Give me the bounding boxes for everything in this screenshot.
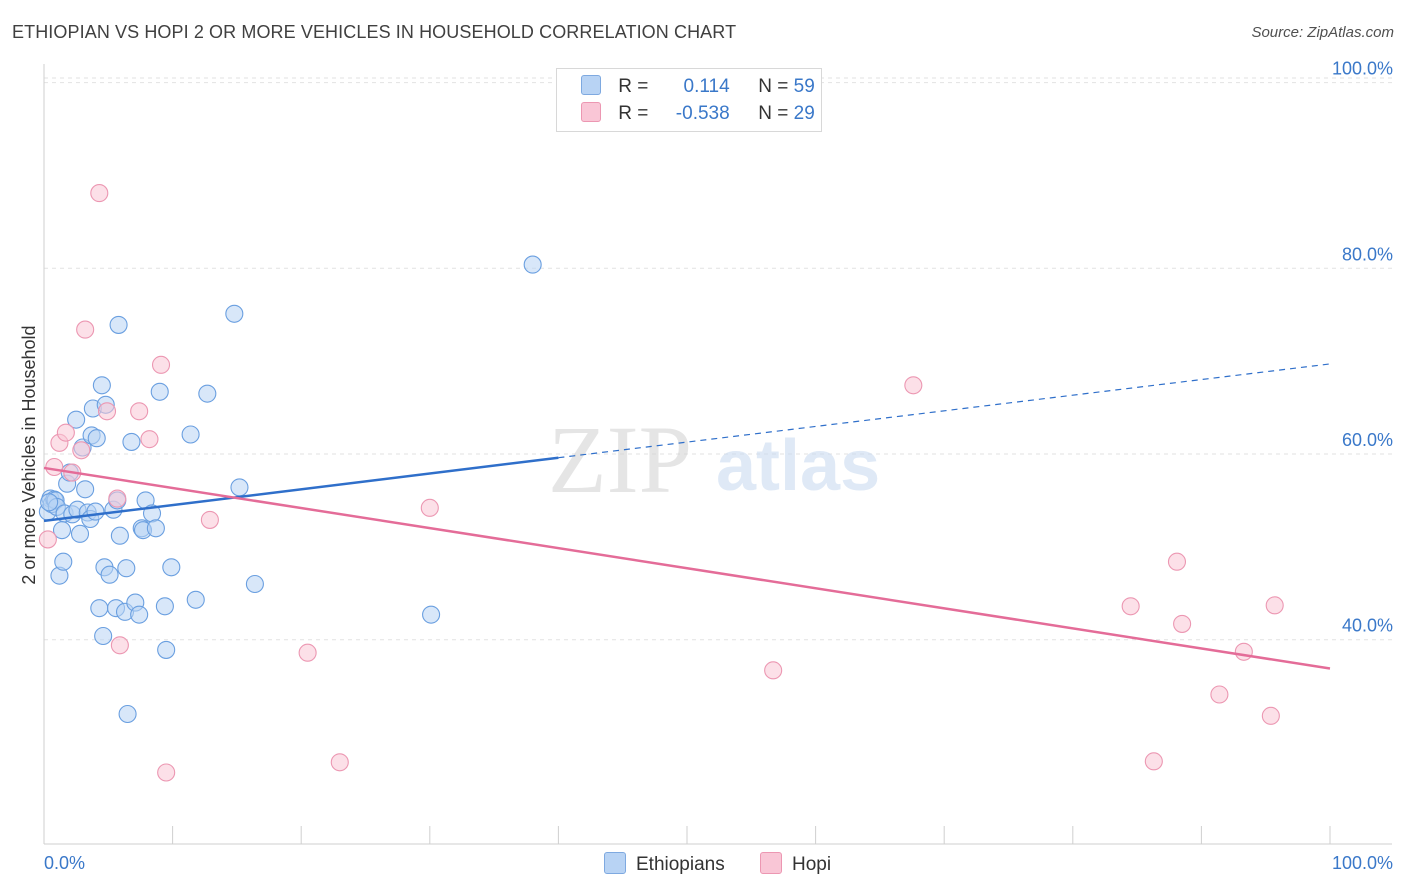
hopi-point <box>1121 597 1140 616</box>
y-tick-label: 100.0% <box>1332 59 1393 79</box>
labels-layer: 40.0% 60.0% 80.0% 100.0% 0.0% 100.0% 2 or more… <box>19 59 1393 873</box>
ethiopian-point <box>76 480 95 499</box>
hopi-point <box>56 423 75 442</box>
ethiopian-point <box>67 410 86 429</box>
hopi-point <box>140 430 159 449</box>
hopi-point <box>38 530 57 549</box>
grid-layer <box>44 77 1392 641</box>
legend-r-value: 0.114 <box>683 76 730 97</box>
y-tick-label: 80.0% <box>1342 244 1393 264</box>
x-tick-label: 0.0% <box>44 853 85 873</box>
legend-n-label: N = <box>758 76 789 97</box>
legend-row-ethiopians: R = 0.114 N = 59 <box>581 75 815 98</box>
ethiopian-point <box>130 605 149 624</box>
hopi-point <box>420 498 439 517</box>
ethiopians-legend-swatch <box>604 852 626 874</box>
hopi-point <box>130 402 149 421</box>
ethiopian-trendline <box>43 456 559 523</box>
ethiopian-point <box>70 524 90 543</box>
hopi-point <box>904 376 923 395</box>
ethiopian-point <box>422 605 441 624</box>
hopi-point <box>1210 685 1229 704</box>
hopi-point <box>298 643 317 662</box>
legend-n-value: 59 <box>793 76 815 97</box>
y-tick-label: 40.0% <box>1342 616 1393 636</box>
hopi-trendline <box>43 466 1331 670</box>
ethiopian-point <box>157 640 176 659</box>
watermark-zip: ZIP <box>548 406 692 513</box>
ethiopian-point <box>117 559 136 578</box>
hopi-point <box>76 320 95 339</box>
ethiopian-point <box>150 382 169 401</box>
y-tick-label: 60.0% <box>1342 430 1393 450</box>
ethiopians-legend-label: Ethiopians <box>636 854 725 875</box>
hopi-point <box>108 489 127 508</box>
ethiopian-point <box>40 493 59 512</box>
ethiopian-point <box>118 704 137 724</box>
ethiopian-point <box>186 590 205 609</box>
hopi-point <box>151 355 171 374</box>
hopi-legend-label: Hopi <box>792 854 832 875</box>
hopi-point <box>1144 752 1163 771</box>
legend-n-label: N = <box>758 103 789 124</box>
trend-layer <box>43 363 1331 670</box>
ethiopian-trendline-extension <box>558 363 1331 459</box>
hopi-point <box>157 763 176 782</box>
ethiopian-point <box>225 304 244 323</box>
hopi-point <box>1173 614 1192 633</box>
hopi-point <box>1167 552 1187 571</box>
ethiopian-point <box>198 384 217 403</box>
hopi-point <box>97 402 117 421</box>
ethiopian-point <box>230 478 249 497</box>
ethiopian-point <box>146 519 165 538</box>
points-layer <box>38 184 1284 782</box>
ethiopian-point <box>181 425 200 444</box>
hopi-point <box>110 636 129 655</box>
ethiopian-point <box>54 552 73 571</box>
hopi-legend-swatch <box>760 852 782 874</box>
watermark-atlas: atlas <box>716 426 880 506</box>
ethiopian-point <box>523 255 542 274</box>
y-axis-title: 2 or more Vehicles in Household <box>19 325 39 584</box>
ethiopian-point <box>110 526 129 545</box>
hopi-point <box>45 457 64 477</box>
ethiopian-point <box>94 626 113 646</box>
hopi-point <box>90 184 109 203</box>
hopi-swatch <box>581 102 601 122</box>
hopi-point <box>1265 596 1284 615</box>
legend-n-value: 29 <box>793 103 815 124</box>
chart-source: Source: ZipAtlas.com <box>1251 24 1394 41</box>
ethiopian-point <box>245 574 264 594</box>
legend-row-hopi: R = -0.538 N = 29 <box>581 102 815 125</box>
hopi-point <box>72 441 91 460</box>
hopi-point <box>330 753 349 772</box>
ethiopian-point <box>155 597 174 616</box>
axes-layer <box>43 64 1392 845</box>
hopi-point <box>764 661 783 680</box>
watermark: ZIP atlas <box>548 406 880 513</box>
ethiopian-point <box>87 429 106 448</box>
ethiopian-point <box>86 502 105 521</box>
ethiopian-point <box>92 376 111 395</box>
bottom-legend-ethiopians: Ethiopians <box>604 852 725 876</box>
correlation-legend: R = 0.114 N = 59 R = -0.538 N = 29 <box>556 68 822 132</box>
hopi-point <box>200 510 219 529</box>
legend-r-label: R = <box>618 103 649 124</box>
legend-r-label: R = <box>618 76 649 97</box>
ethiopians-swatch <box>581 75 601 95</box>
ethiopian-point <box>90 599 109 618</box>
x-tick-label: 100.0% <box>1332 853 1393 873</box>
legend-r-value: -0.538 <box>675 103 730 124</box>
ethiopian-point <box>122 432 141 451</box>
hopi-point <box>1261 706 1280 725</box>
hopi-point <box>1234 642 1253 661</box>
ethiopian-point <box>100 565 119 584</box>
bottom-legend-hopi: Hopi <box>760 852 831 876</box>
ethiopian-point <box>109 315 128 334</box>
ethiopian-point <box>162 558 181 577</box>
chart-title: ETHIOPIAN VS HOPI 2 OR MORE VEHICLES IN … <box>12 22 737 42</box>
